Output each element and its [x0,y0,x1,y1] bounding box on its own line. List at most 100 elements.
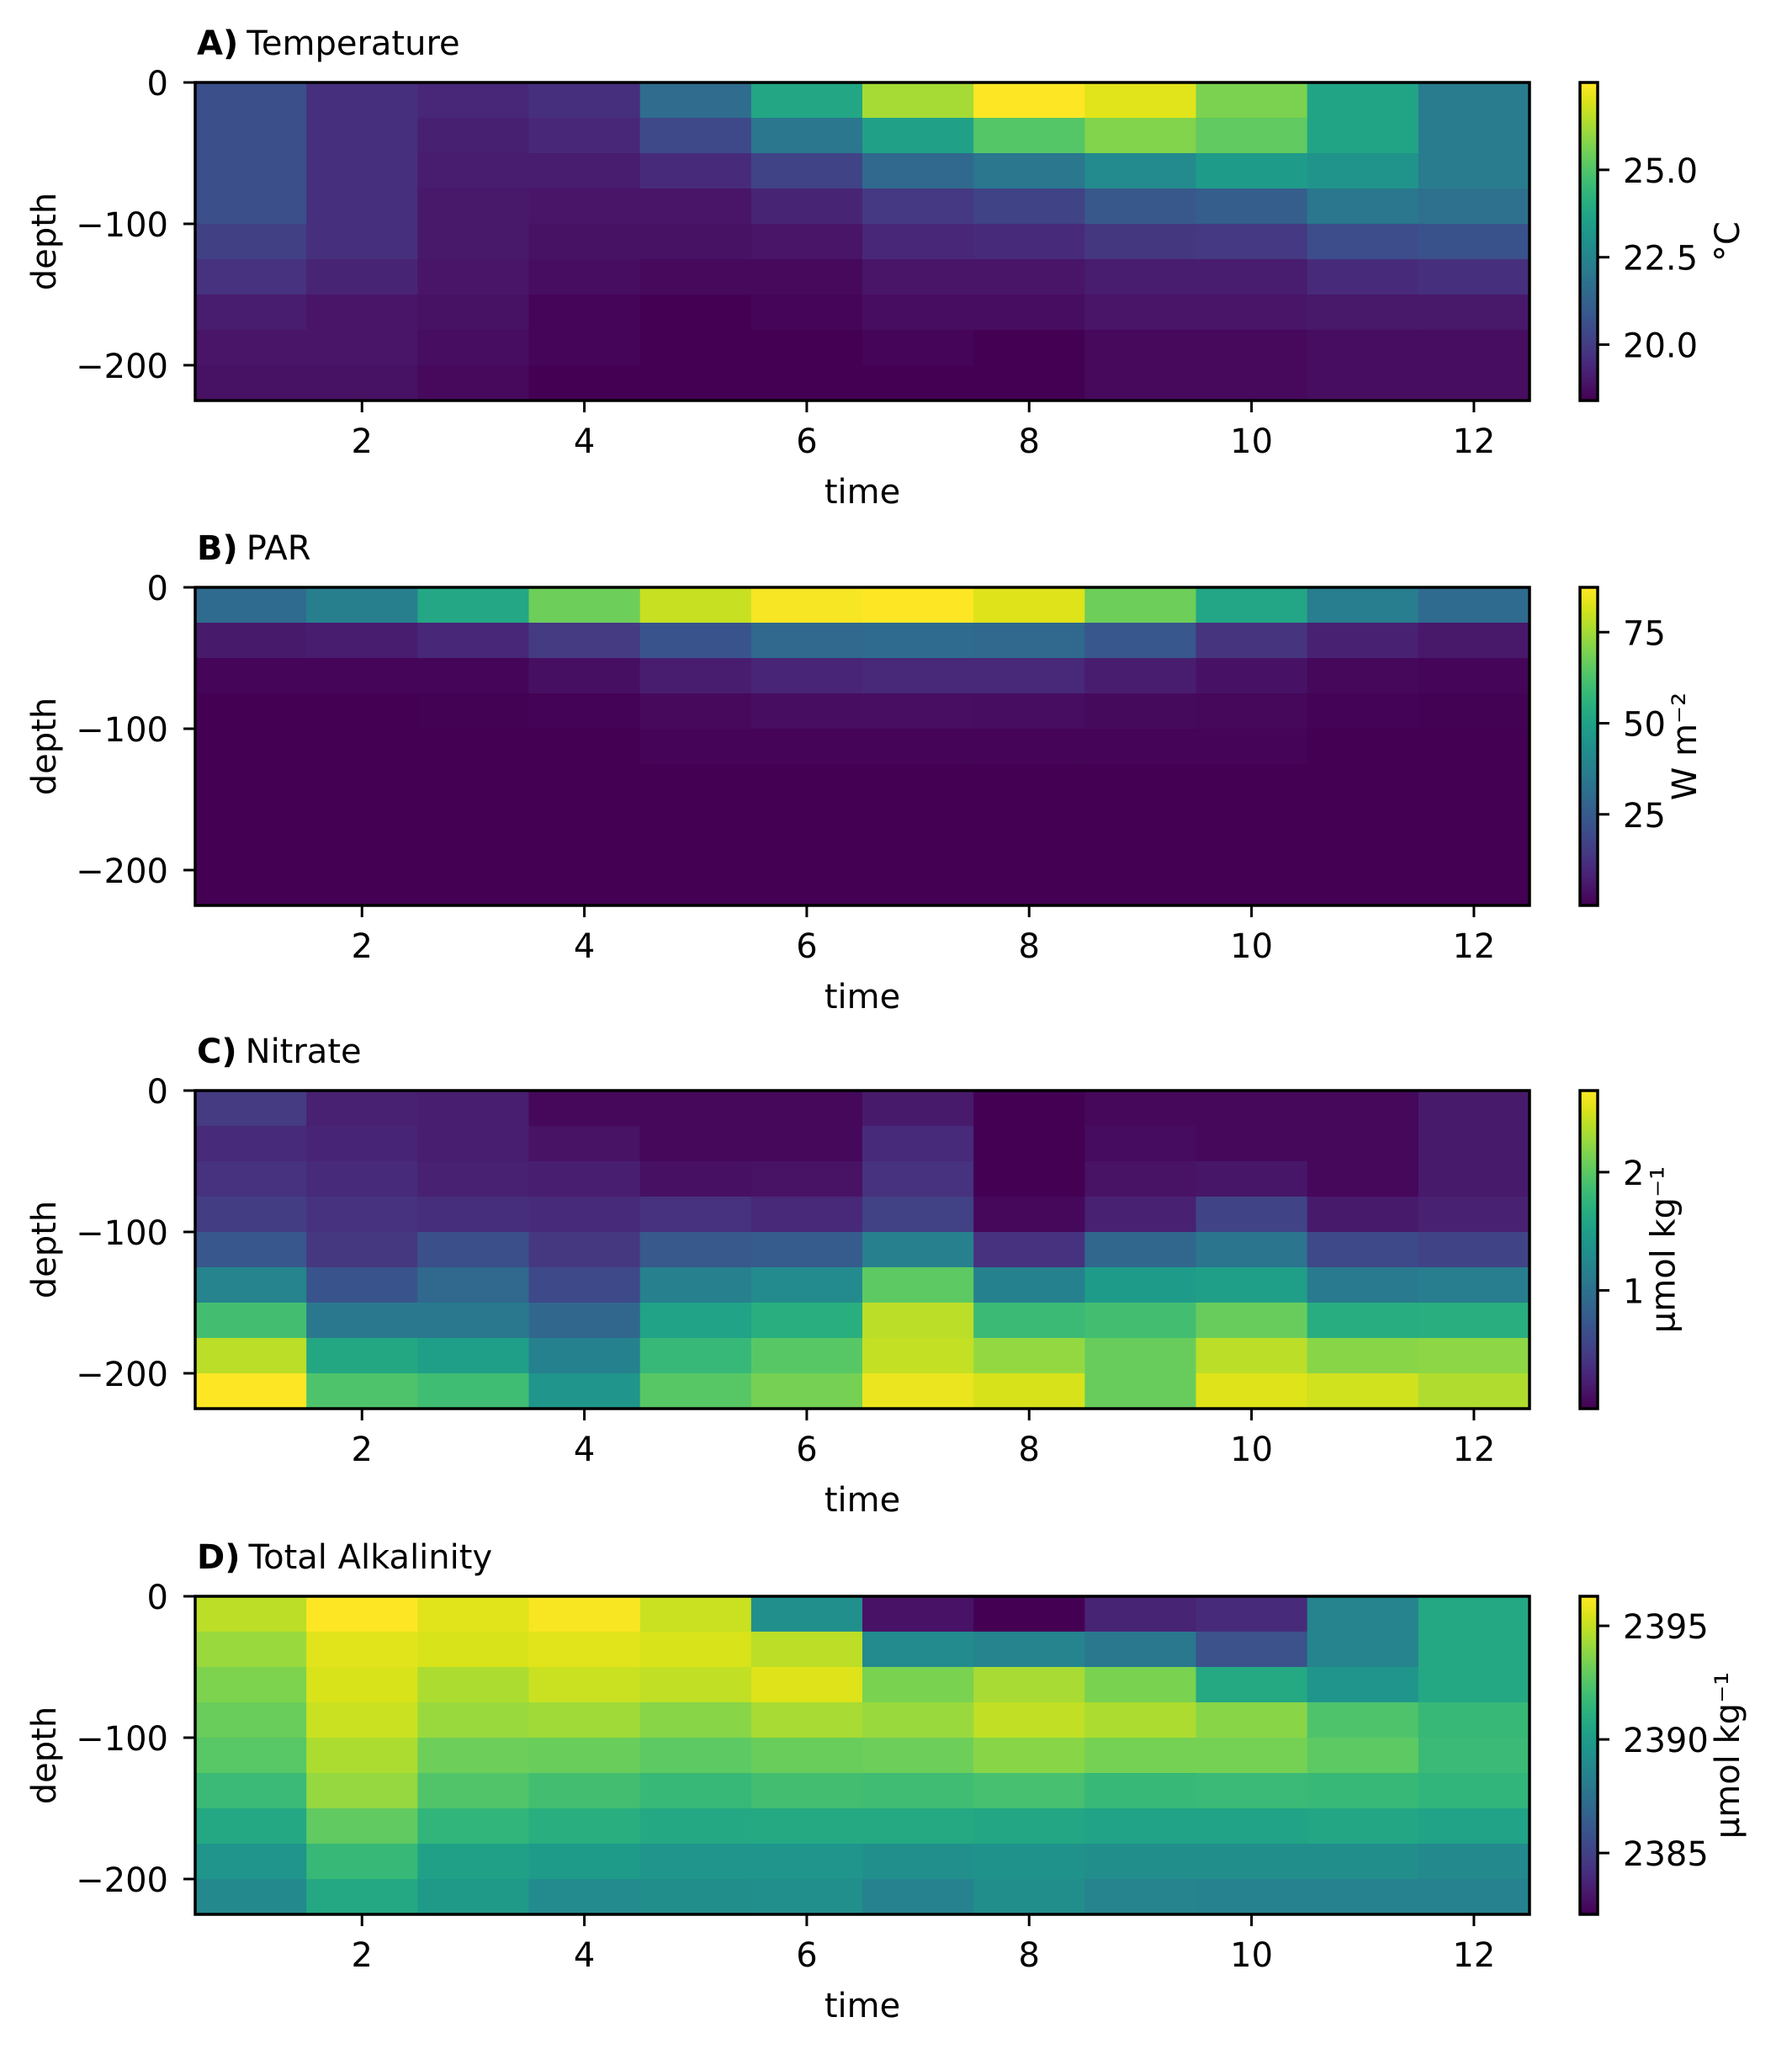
colorbar-gradient-step [1580,1646,1598,1650]
heatmap-cell [528,1338,641,1374]
colorbar-gradient-step [1580,125,1598,129]
heatmap-cell [528,1596,641,1632]
colorbar-gradient-step [1580,892,1598,896]
heatmap-cell [195,1232,307,1268]
colorbar-gradient-step [1580,344,1598,348]
heatmap-cell [528,1126,641,1162]
colorbar-gradient-step [1580,1739,1598,1744]
colorbar-gradient-step [1580,1823,1598,1828]
heatmap-cell [1418,295,1530,331]
heatmap-cell [306,1338,418,1374]
colorbar-gradient-step [1580,1276,1598,1280]
colorbar-tick-label: 2395 [1623,1608,1709,1647]
colorbar-gradient-step [1580,268,1598,272]
heatmap-cell [750,1161,863,1197]
heatmap-cell [973,1702,1085,1738]
colorbar-gradient-step [1580,1664,1598,1669]
heatmap-cell [1307,1667,1419,1703]
colorbar-gradient-step [1580,839,1598,843]
heatmap-cell [1084,1808,1197,1845]
heatmap-cell [195,835,307,871]
colorbar-gradient-step [1580,717,1598,721]
colorbar-gradient-step [1580,1686,1598,1691]
heatmap-cell [306,224,418,260]
colorbar-gradient-step [1580,1170,1598,1174]
heatmap-cell [1084,1667,1197,1703]
colorbar-gradient-step [1580,1800,1598,1804]
colorbar-gradient-step [1580,1252,1598,1256]
y-axis: 0 −100 −200 [76,1073,195,1394]
heatmap-cell [750,365,863,401]
panel-nitrate: C) Nitrate 2 4 6 8 10 12 0−100−200 time depth … [25,1032,1683,1520]
colorbar-gradient-step [1580,653,1598,657]
colorbar-gradient-step [1580,1202,1598,1206]
heatmap-cell [1196,1197,1308,1233]
colorbar-gradient-step [1580,1797,1598,1802]
colorbar-gradient-step [1580,1842,1598,1846]
colorbar-gradient-step [1580,130,1598,134]
colorbar-gradient-step [1580,275,1598,279]
colorbar-label: W m⁻² [1666,693,1705,800]
y-axis-label: depth [25,1707,64,1804]
heatmap-cell [195,1303,307,1339]
heatmap-cell [528,1702,641,1738]
colorbar-gradient-step [1580,621,1598,625]
colorbar-gradient-step [1580,1257,1598,1261]
heatmap-cell [639,1161,752,1197]
heatmap-cell [528,365,641,401]
heatmap-cell [528,729,641,765]
colorbar-gradient-step [1580,1096,1598,1100]
heatmap-cell [1084,259,1197,295]
colorbar-gradient-step [1580,876,1598,880]
colorbar-gradient-step [1580,1379,1598,1383]
x-tick-label: 12 [1452,1431,1495,1469]
heatmap-cell [862,118,974,154]
colorbar-gradient-step [1580,1228,1598,1232]
heatmap-cell [1084,1232,1197,1268]
colorbar-gradient-step [1580,640,1598,644]
colorbar-gradient-step [1580,659,1598,662]
heatmap-cell [639,1738,752,1774]
colorbar-gradient-step [1580,1702,1598,1706]
heatmap-cell [528,295,641,331]
colorbar-gradient-step [1580,733,1598,737]
colorbar-gradient-step [1580,82,1598,86]
colorbar-gradient-step [1580,1159,1598,1163]
heatmap-cell [1418,1197,1530,1233]
colorbar-gradient-step [1580,164,1598,168]
colorbar-gradient-step [1580,632,1598,636]
colorbar-gradient-step [1580,1356,1598,1359]
heatmap-cell [1307,365,1419,401]
colorbar-gradient-step [1580,1673,1598,1677]
x-tick-label: 4 [574,1936,595,1975]
heatmap-cell [639,259,752,295]
colorbar-gradient-step [1580,1244,1598,1248]
heatmap-cell [1307,82,1419,119]
y-tick-label: 0 [147,570,168,608]
heatmap-cell [1084,1738,1197,1774]
colorbar-gradient-step [1580,191,1598,195]
colorbar-gradient-step [1580,1138,1598,1142]
colorbar-gradient-step [1580,1689,1598,1693]
colorbar-gradient-step [1580,1903,1598,1908]
colorbar-tick-label: 75 [1623,614,1666,653]
colorbar-gradient-step [1580,98,1598,102]
colorbar-gradient-step [1580,786,1598,790]
colorbar-gradient-step [1580,289,1598,293]
colorbar-gradient-step [1580,1382,1598,1386]
x-axis: 2 4 6 8 10 12 [352,401,1495,461]
heatmap-cell [973,623,1085,659]
colorbar-gradient-step [1580,1305,1598,1309]
heatmap-cell [1307,1632,1419,1668]
heatmap-cell [862,1373,974,1409]
colorbar-gradient-step [1580,1303,1598,1306]
colorbar-gradient-step [1580,1858,1598,1862]
colorbar-gradient-step [1580,1101,1598,1105]
colorbar-gradient-step [1580,1389,1598,1393]
heatmap-cell [1418,1773,1530,1809]
heatmap-cell [195,1702,307,1738]
heatmap-cell [862,1879,974,1915]
colorbar-gradient-step [1580,1175,1598,1179]
x-tick-label: 12 [1452,422,1495,461]
